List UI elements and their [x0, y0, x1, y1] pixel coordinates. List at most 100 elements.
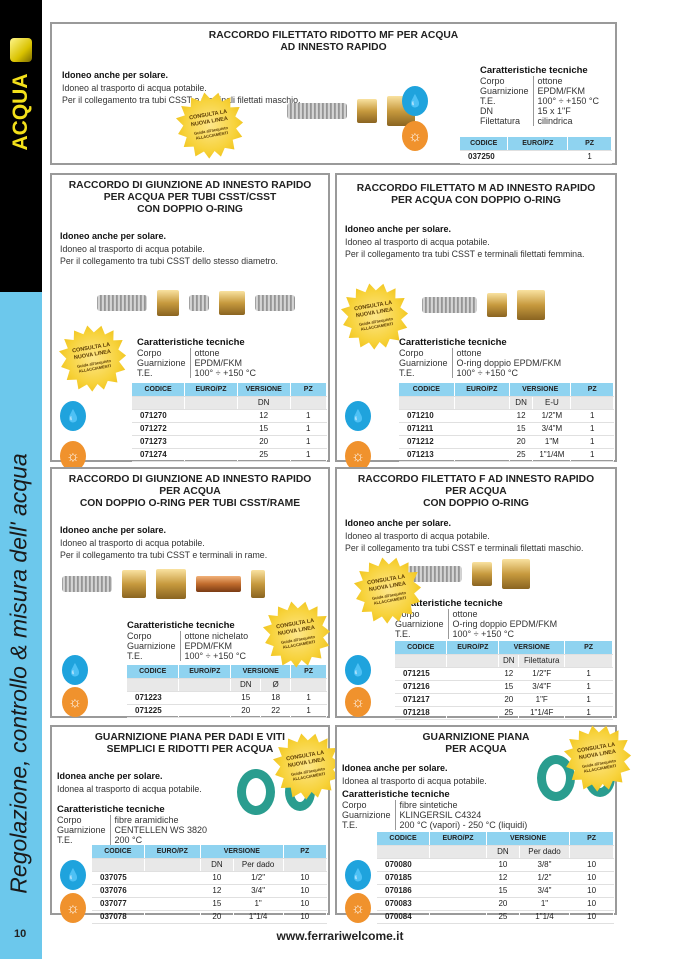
- column-header: PZ: [290, 665, 327, 679]
- table-cell[interactable]: [429, 897, 487, 911]
- table-cell: 1: [570, 435, 614, 449]
- table-cell[interactable]: [184, 448, 238, 462]
- table-cell: 15: [200, 897, 234, 911]
- table-subheader-row: DN Ø: [127, 678, 327, 692]
- column-header: VERSIONE: [200, 845, 284, 859]
- table-cell[interactable]: [429, 858, 487, 872]
- product-code: 071217: [395, 693, 448, 707]
- table-cell: 15: [486, 884, 520, 898]
- table-cell: 1"1/4M: [532, 448, 572, 462]
- product-image: [407, 559, 530, 589]
- table-cell[interactable]: [446, 667, 500, 681]
- acqua-logo-icon: [10, 38, 32, 62]
- spec-row: Guarnizione EPDM/FKM: [127, 641, 253, 651]
- product-title: RACCORDO FILETTATO F AD INNESTO RAPIDO P…: [357, 474, 595, 509]
- table-row: 071217 20 1"F 1: [395, 693, 613, 707]
- spec-row: Filettatura cilindrica: [480, 116, 603, 126]
- section-label: ACQUA: [9, 73, 32, 151]
- table-row: 071273 20 1: [132, 435, 328, 449]
- spec-value: KLINGERSIL C4324: [394, 810, 532, 820]
- table-cell: 1: [564, 680, 613, 694]
- spec-value: ottone: [532, 76, 603, 86]
- table-cell: 15: [498, 680, 520, 694]
- table-cell[interactable]: [144, 897, 202, 911]
- table-cell[interactable]: [144, 871, 202, 885]
- table-cell[interactable]: [454, 422, 510, 436]
- table-cell[interactable]: [454, 448, 510, 462]
- product-image: [97, 290, 295, 316]
- table-cell[interactable]: [429, 871, 487, 885]
- table-row: 071225 20 22 1: [127, 704, 327, 718]
- footer-url[interactable]: www.ferrariwelcome.it: [276, 929, 404, 943]
- table-cell[interactable]: [144, 910, 202, 924]
- spec-value: EPDM/FKM: [532, 86, 603, 96]
- table-cell[interactable]: [446, 706, 500, 720]
- table-cell: 10: [283, 910, 328, 924]
- table-cell[interactable]: [184, 409, 238, 423]
- table-header-row: CODICE EURO/PZ VERSIONE PZ: [395, 641, 613, 655]
- technical-specs: Caratteristiche tecniche Corpo fibre sinte…: [342, 790, 532, 830]
- column-header: EURO/PZ: [507, 137, 569, 151]
- table-cell[interactable]: [429, 884, 487, 898]
- spec-value: EPDM/FKM: [189, 358, 260, 368]
- product-title: RACCORDO DI GIUNZIONE AD INNESTO RAPIDO …: [68, 474, 312, 509]
- table-cell[interactable]: [446, 680, 500, 694]
- column-header: EURO/PZ: [446, 641, 500, 655]
- technical-specs: Caratteristiche tecniche Corpo ottone Guarn…: [137, 338, 260, 378]
- description-highlight: Idoneo anche per solare.: [60, 231, 167, 241]
- table-row: 037078 20 1"1/4 10: [92, 910, 328, 924]
- spec-row: Corpo fibre sintetiche: [342, 800, 532, 810]
- table-cell: 1: [570, 409, 614, 423]
- table-cell: 12: [237, 409, 291, 423]
- product-title: RACCORDO FILETTATO M AD INNESTO RAPIDO P…: [356, 183, 596, 206]
- table-cell[interactable]: [184, 422, 238, 436]
- description-line: Per il collegamento tra tubi CSST e term…: [60, 550, 268, 560]
- table-cell: 10: [569, 884, 614, 898]
- table-row: 071212 20 1"M 1: [399, 435, 614, 449]
- product-code: 071218: [395, 706, 448, 720]
- table-cell: 10: [486, 858, 520, 872]
- table-cell[interactable]: [454, 409, 510, 423]
- consulta-nuova-linea-badge[interactable]: CONSULTA LA NUOVA LINEA Guida all'acquist…: [259, 596, 335, 672]
- spec-value: O-ring doppio EPDM/FKM: [451, 358, 566, 368]
- table-cell[interactable]: [178, 704, 232, 718]
- table-cell[interactable]: [184, 435, 238, 449]
- table-cell: 1: [290, 409, 328, 423]
- table-cell[interactable]: [144, 884, 202, 898]
- table-cell[interactable]: [507, 150, 569, 164]
- spec-label: Guarnizione: [137, 358, 186, 368]
- product-title: GUARNIZIONE PIANA PER DADI E VITI SEMPLI…: [94, 732, 286, 755]
- page-number: 10: [14, 928, 27, 940]
- spec-row: Corpo ottone nichelato: [127, 631, 253, 641]
- description-line: Per il collegamento tra tubi CSST dello …: [60, 256, 278, 266]
- specs-heading: Caratteristiche tecniche: [395, 598, 503, 609]
- table-cell[interactable]: [454, 435, 510, 449]
- spec-row: T.E. 100° ÷ +150 °C: [127, 651, 253, 661]
- table-row: 071274 25 1: [132, 448, 328, 462]
- table-row: 071213 25 1"1/4M 1: [399, 448, 614, 462]
- spec-value: fibre aramidiche: [109, 815, 212, 825]
- product-table: CODICE EURO/PZ VERSIONE PZ DN E-U 071210 12 1/2"…: [399, 383, 614, 462]
- column-subheader: [564, 654, 613, 668]
- product-code: 071213: [399, 448, 455, 462]
- spec-label: Corpo: [480, 76, 505, 86]
- consulta-nuova-linea-badge[interactable]: CONSULTA LA NUOVA LINEA Guida all'acquist…: [55, 320, 131, 396]
- column-subheader: DN: [230, 678, 262, 692]
- table-cell: 12: [200, 884, 234, 898]
- table-cell[interactable]: [178, 691, 232, 705]
- spec-label: T.E.: [399, 368, 415, 378]
- spec-value: cilindrica: [532, 116, 603, 126]
- sun-icon: ☼: [62, 687, 88, 717]
- product-panel: RACCORDO FILETTATO F AD INNESTO RAPIDO P…: [335, 467, 617, 720]
- product-code: 037076: [92, 884, 145, 898]
- table-cell[interactable]: [429, 910, 487, 924]
- column-subheader: DN: [498, 654, 520, 668]
- table-cell[interactable]: [446, 693, 500, 707]
- table-header-row: CODICE EURO/PZ VERSIONE PZ: [127, 665, 327, 679]
- water-drop-icon: 💧: [345, 401, 371, 431]
- spec-value: ottone: [189, 348, 260, 358]
- product-code: 037077: [92, 897, 145, 911]
- table-row: 071270 12 1: [132, 409, 328, 423]
- table-cell: 1: [570, 422, 614, 436]
- table-cell: 20: [486, 897, 520, 911]
